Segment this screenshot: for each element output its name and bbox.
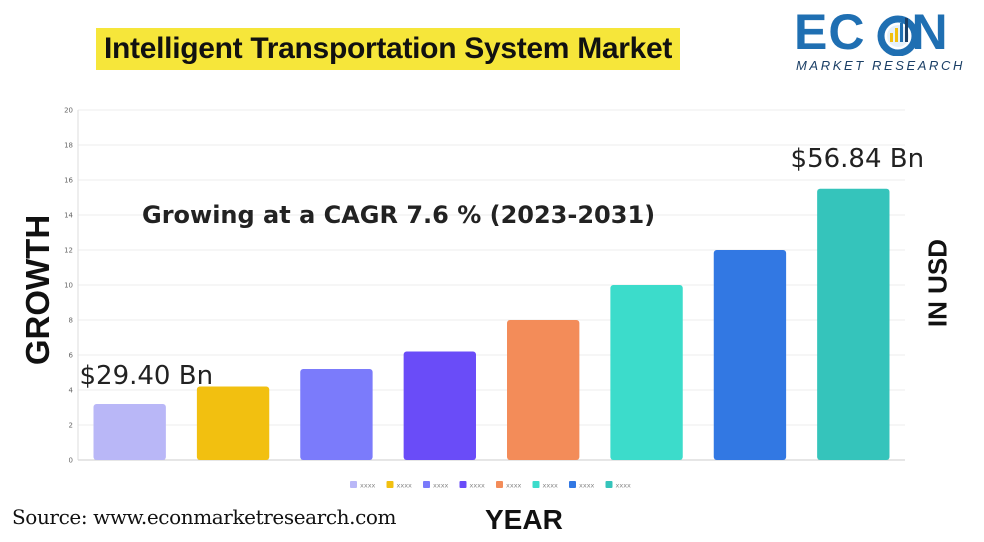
legend-label: xxxx: [433, 482, 449, 490]
legend-swatch: [350, 481, 357, 488]
y-tick-label: 14: [64, 212, 73, 220]
value-annotation: $29.40 Bn: [80, 361, 214, 391]
bar: [610, 285, 683, 460]
legend-label: xxxx: [543, 482, 559, 490]
bar: [300, 369, 373, 460]
legend-swatch: [605, 481, 613, 488]
y-tick-label: 0: [69, 457, 73, 465]
y-tick-label: 16: [64, 177, 73, 185]
bar: [93, 404, 166, 460]
legend-label: xxxx: [397, 482, 413, 490]
legend-swatch: [532, 481, 540, 488]
y-tick-label: 6: [69, 352, 74, 360]
y-tick-label: 10: [64, 282, 73, 290]
bar: [507, 320, 580, 460]
y-tick-label: 12: [64, 247, 73, 255]
legend-swatch: [386, 481, 394, 488]
legend-swatch: [496, 481, 503, 488]
econ-logo: EC N MARKET RESEARCH: [794, 6, 974, 74]
value-annotation: $56.84 Bn: [791, 144, 925, 174]
bar: [817, 188, 890, 460]
logo-text-part1: EC: [794, 4, 866, 60]
source-text: Source: www.econmarketresearch.com: [12, 505, 397, 529]
legend-label: xxxx: [579, 482, 595, 490]
legend-label: xxxx: [616, 482, 632, 490]
y-tick-label: 20: [64, 107, 73, 115]
cagr-annotation: Growing at a CAGR 7.6 % (2023-2031): [142, 201, 655, 229]
legend-label: xxxx: [360, 482, 376, 490]
y-tick-label: 4: [69, 387, 74, 395]
y-tick-label: 2: [69, 422, 73, 430]
legend-swatch: [459, 481, 467, 488]
bar: [196, 386, 270, 460]
bar: [713, 250, 787, 460]
logo-globe-icon: [877, 15, 919, 56]
bar: [403, 351, 476, 460]
legend-swatch: [423, 481, 430, 488]
y-tick-label: 18: [64, 142, 73, 150]
legend-label: xxxx: [506, 482, 522, 490]
legend-swatch: [569, 481, 576, 488]
legend-label: xxxx: [470, 482, 486, 490]
year-axis-label: YEAR: [485, 504, 563, 535]
logo-subtitle: MARKET RESEARCH: [796, 58, 966, 73]
y-tick-label: 8: [69, 317, 73, 325]
page-title: Intelligent Transportation System Market: [96, 28, 681, 70]
